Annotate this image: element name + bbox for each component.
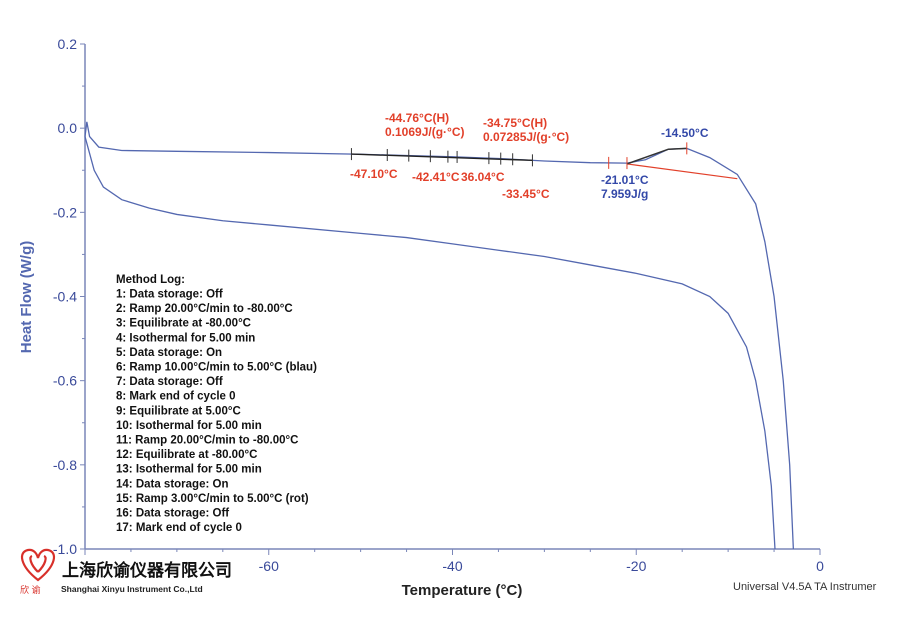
annotation-label: -33.45°C	[502, 187, 550, 201]
series-line-1	[84, 121, 795, 550]
company-name-en: Shanghai Xinyu Instrument Co.,Ltd	[61, 584, 203, 594]
method-log-line: 13: Isothermal for 5.00 min	[116, 464, 262, 476]
annotation-label: 0.1069J/(g·°C)	[385, 125, 465, 139]
annotation-label: 7.959J/g	[601, 187, 648, 201]
y-axis-title: Heat Flow (W/g)	[18, 241, 35, 354]
x-tick-label: 0	[816, 558, 824, 574]
method-log-line: 15: Ramp 3.00°C/min to 5.00°C (rot)	[116, 493, 309, 505]
method-log-line: 11: Ramp 20.00°C/min to -80.00°C	[116, 435, 298, 447]
curves	[84, 121, 795, 550]
x-tick-label: -20	[626, 558, 646, 574]
method-log-line: 10: Isothermal for 5.00 min	[116, 420, 262, 432]
series-line-2	[84, 136, 776, 550]
company-name-cn: 上海欣谕仪器有限公司	[62, 560, 232, 580]
method-log-line: 5: Data storage: On	[116, 347, 222, 359]
software-version: Universal V4.5A TA Instrumer	[733, 581, 877, 593]
annotation-label: -44.76°C(H)	[385, 111, 449, 125]
method-log-line: 6: Ramp 10.00°C/min to 5.00°C (blau)	[116, 362, 317, 374]
x-axis-title: Temperature (°C)	[402, 582, 523, 599]
method-log-line: 8: Mark end of cycle 0	[116, 391, 236, 403]
x-tick-label: -60	[259, 558, 279, 574]
heart-logo-icon	[20, 548, 56, 582]
y-tick-label: -0.8	[53, 457, 77, 473]
method-log-title: Method Log:	[116, 274, 185, 286]
method-log-line: 17: Mark end of cycle 0	[116, 522, 242, 534]
method-log: Method Log: 1: Data storage: Off 2: Ramp …	[116, 274, 317, 534]
y-tick-label: -0.6	[53, 373, 77, 389]
logo-text: 欣 谕	[20, 584, 41, 595]
y-tick-label: -0.4	[53, 289, 77, 305]
annotation-label: 0.07285J/(g·°C)	[483, 130, 569, 144]
y-tick-label: 0.0	[58, 120, 78, 136]
method-log-line: 1: Data storage: Off	[116, 289, 223, 301]
peak-baseline	[626, 163, 738, 180]
annotation-label: -21.01°C	[601, 173, 649, 187]
method-log-line: 16: Data storage: Off	[116, 508, 229, 520]
annotation-label: -42.41°C	[412, 170, 460, 184]
y-tick-label: 0.2	[58, 36, 78, 52]
annotation-label: -34.75°C(H)	[483, 116, 547, 130]
y-tick-label: -1.0	[53, 541, 77, 557]
transition-segment	[351, 153, 533, 162]
method-log-line: 7: Data storage: Off	[116, 376, 223, 388]
annotation-label: -14.50°C	[661, 126, 709, 140]
method-log-line: 14: Data storage: On	[116, 478, 228, 490]
axes: 0.2 0.0 -0.2 -0.4 -0.6 -0.8 -1.0 -60 -40 -20 0	[53, 36, 824, 574]
annotation-marks	[350, 142, 688, 170]
method-log-line: 2: Ramp 20.00°C/min to -80.00°C	[116, 303, 293, 315]
method-log-line: 4: Isothermal for 5.00 min	[116, 332, 255, 344]
y-tick-label: -0.2	[53, 204, 77, 220]
annotation-label: 36.04°C	[461, 170, 505, 184]
annotations: -44.76°C(H)0.1069J/(g·°C) -34.75°C(H)0.07…	[350, 111, 709, 201]
company-watermark: 上海欣谕仪器有限公司 Shanghai Xinyu Instrument Co.…	[20, 548, 232, 595]
x-tick-label: -40	[442, 558, 462, 574]
method-log-line: 3: Equilibrate at -80.00°C	[116, 318, 251, 330]
method-log-line: 9: Equilibrate at 5.00°C	[116, 405, 241, 417]
annotation-label: -47.10°C	[350, 167, 398, 181]
peak-outline	[626, 147, 687, 165]
method-log-line: 12: Equilibrate at -80.00°C	[116, 449, 257, 461]
